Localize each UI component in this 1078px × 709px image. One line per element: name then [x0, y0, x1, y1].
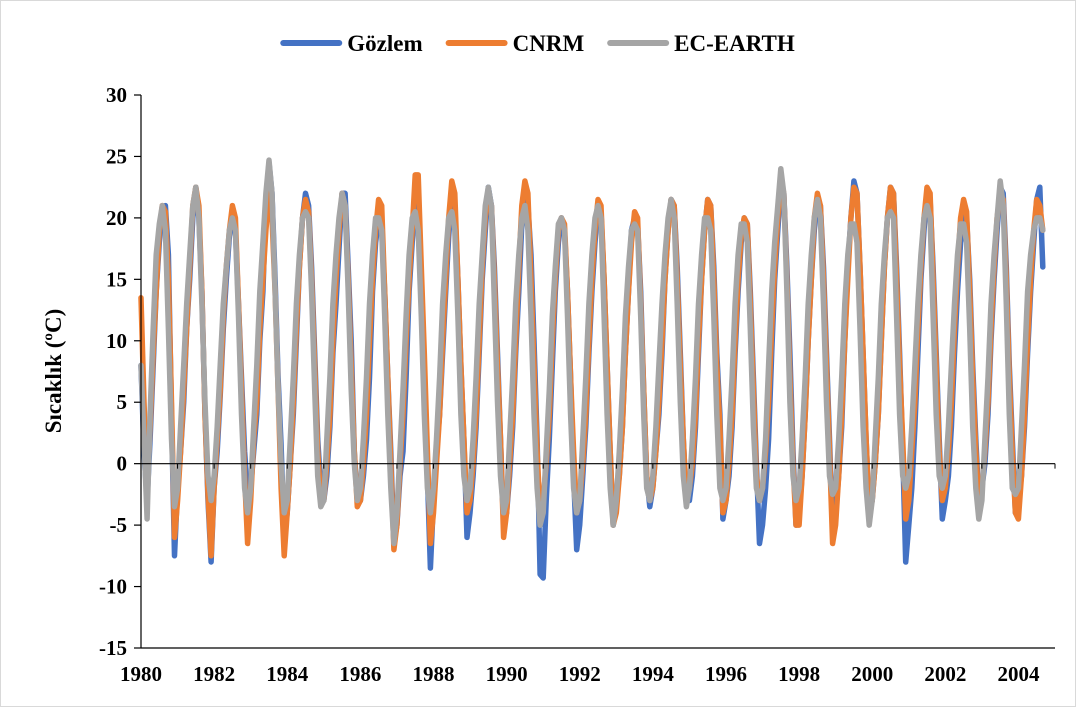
x-tick-label: 1980: [120, 662, 162, 686]
y-tick-label: -15: [99, 636, 127, 660]
x-tick-label: 1982: [193, 662, 235, 686]
x-tick-label: 1994: [632, 662, 675, 686]
y-tick-label: 15: [106, 267, 127, 291]
y-tick-label: 5: [117, 390, 128, 414]
x-tick-label: 1992: [559, 662, 601, 686]
axes: -15 -10 -5 0 5 10 15 20 25 30 1980 1982 1984 1986 1988…: [99, 83, 1056, 686]
x-tick-label: 1984: [266, 662, 309, 686]
series-line-ec-earth: [138, 157, 1046, 547]
y-tick-label: 10: [106, 329, 127, 353]
y-tick-label: 25: [106, 144, 127, 168]
x-tick-label: 2002: [924, 662, 966, 686]
y-tick-label: 20: [106, 206, 127, 230]
y-axis-title: Sıcaklık (ºC): [41, 309, 66, 434]
x-tick-label: 1996: [705, 662, 747, 686]
series-layer: [138, 157, 1046, 581]
y-tick-label: -5: [110, 513, 128, 537]
legend: Gözlem CNRM EC-EARTH: [280, 31, 795, 56]
x-tick-label: 2000: [851, 662, 893, 686]
x-tick-label: 1990: [486, 662, 528, 686]
x-tick-label: 1988: [412, 662, 454, 686]
legend-label-g-zlem: Gözlem: [347, 31, 422, 56]
y-tick-label: -10: [99, 575, 127, 599]
y-tick-label: 0: [117, 452, 128, 476]
x-tick-label: 1998: [778, 662, 820, 686]
y-tick-label: 30: [106, 83, 127, 107]
x-tick-label: 2004: [997, 662, 1040, 686]
legend-label-ec-earth: EC-EARTH: [674, 31, 795, 56]
legend-label-cnrm: CNRM: [513, 31, 585, 56]
x-tick-label: 1986: [339, 662, 381, 686]
